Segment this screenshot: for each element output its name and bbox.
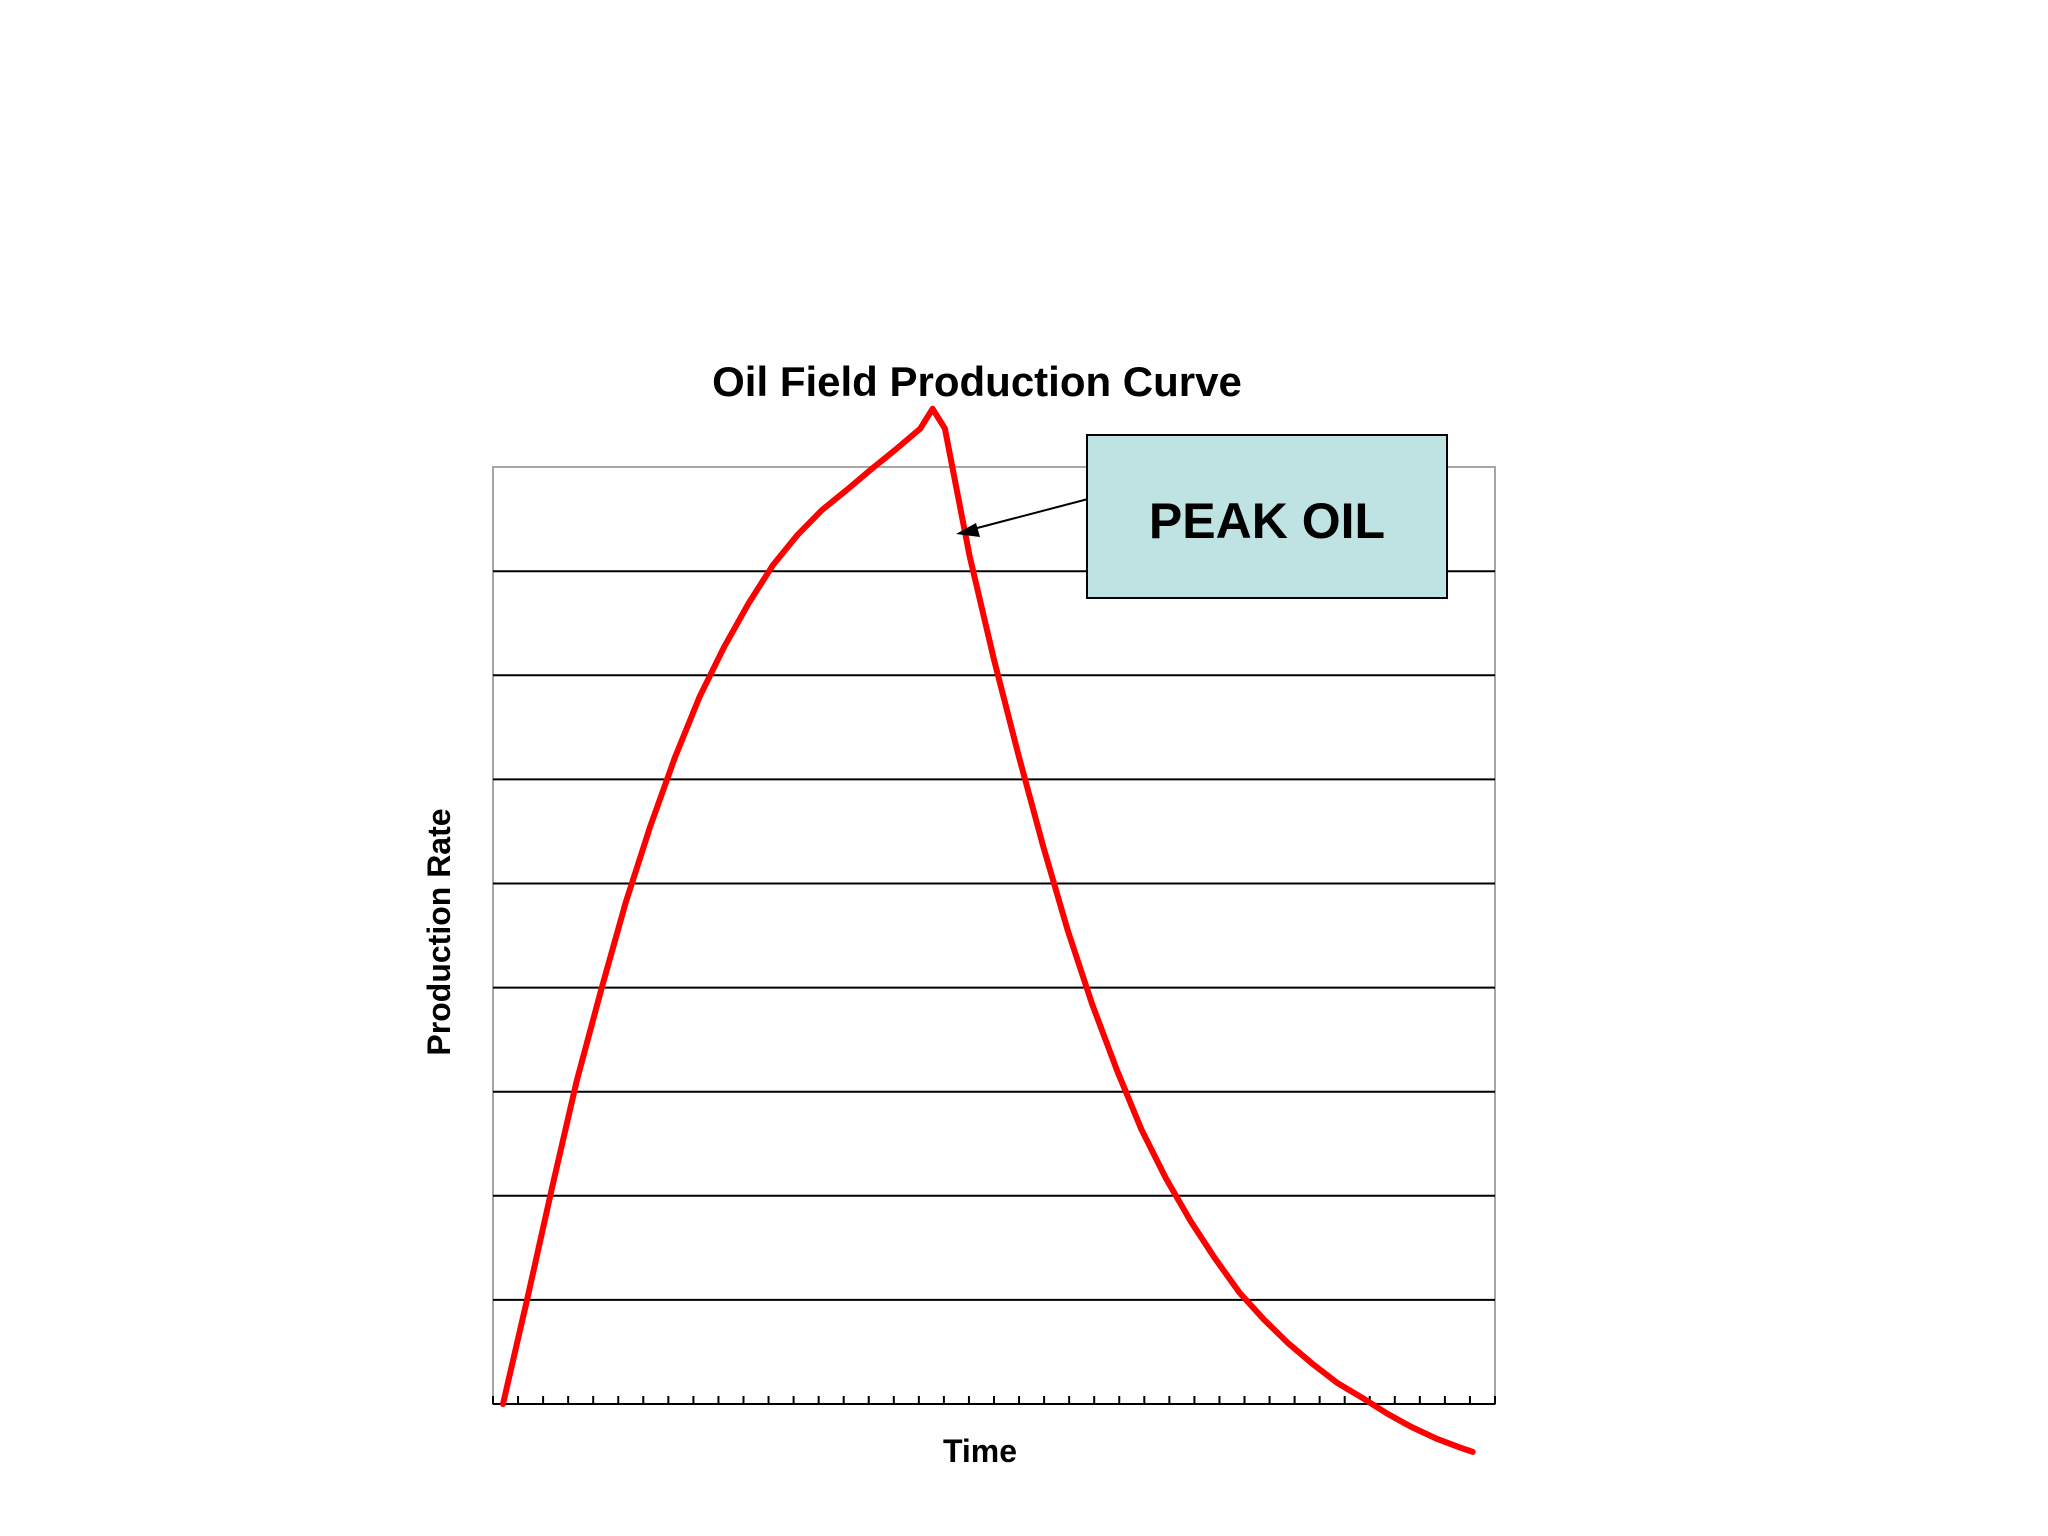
- y-axis-label: Production Rate: [421, 808, 457, 1055]
- gridlines: [493, 570, 1495, 1301]
- callout-arrowhead: [956, 523, 980, 537]
- callout-arrow: [961, 498, 1089, 533]
- plot-area: [492, 466, 1496, 1405]
- callout-box: [1086, 434, 1448, 599]
- callout-label: PEAK OIL: [1149, 493, 1385, 549]
- production-series-line: [500, 405, 1476, 1455]
- peak-callout: PEAK OIL: [956, 434, 1448, 599]
- x-axis-ticks: [492, 1396, 1496, 1404]
- x-axis-label: Time: [943, 1433, 1017, 1469]
- chart-title: Oil Field Production Curve: [712, 358, 1242, 405]
